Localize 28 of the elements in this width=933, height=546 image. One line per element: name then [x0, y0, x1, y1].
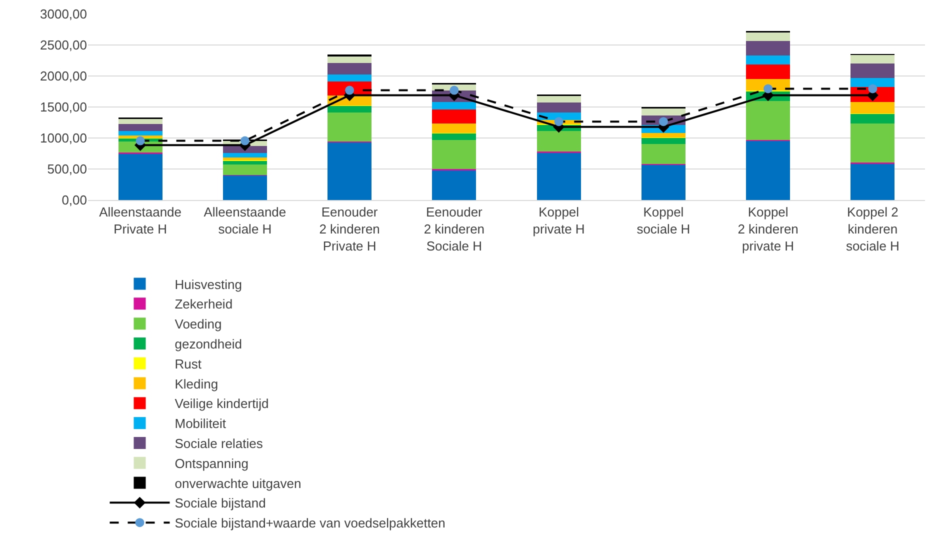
- legend-label: Huisvesting: [174, 276, 242, 292]
- x-tick-label: Alleenstaande sociale H: [204, 204, 286, 236]
- y-tick-label: 1500,00: [40, 100, 87, 115]
- y-tick-label: 500,00: [47, 162, 87, 177]
- y-tick-label: 2500,00: [40, 38, 87, 53]
- x-tick-label: Alleenstaande Private H: [99, 204, 182, 236]
- legend-label: Rust: [174, 356, 202, 372]
- legend-label: onverwachte uitgaven: [174, 476, 302, 491]
- legend-label: Mobiliteit: [174, 416, 226, 432]
- legend-label: Sociale bijstand+waarde van voedselpakketten: [174, 516, 446, 531]
- x-tick-label: Koppel 2 kinderen private H: [738, 204, 798, 254]
- legend-label: Kleding: [174, 376, 218, 392]
- legend-label: Sociale relaties: [174, 436, 264, 452]
- x-tick-label: Eenouder 2 kinderen Private H: [319, 204, 380, 254]
- x-tick-label: Koppel private H: [532, 204, 585, 236]
- x-tick-label: Koppel 2 kinderen sociale H: [846, 204, 900, 254]
- legend-label: Voeding: [174, 316, 222, 332]
- y-tick-label: 0,00: [62, 192, 87, 208]
- y-tick-label: 1000,00: [40, 130, 87, 146]
- y-tick-label: 3000,00: [40, 6, 87, 22]
- legend-label: Ontspanning: [174, 456, 248, 471]
- x-tick-label: Koppel sociale H: [636, 204, 690, 236]
- legend-label: gezondheid: [174, 336, 242, 352]
- y-tick-label: 2000,00: [40, 68, 87, 84]
- x-tick-label: Eenouder 2 kinderen Sociale H: [424, 204, 485, 254]
- legend-label: Veilige kindertijd: [174, 396, 269, 412]
- legend-label: Sociale bijstand: [174, 496, 266, 511]
- legend-label: Zekerheid: [174, 296, 233, 312]
